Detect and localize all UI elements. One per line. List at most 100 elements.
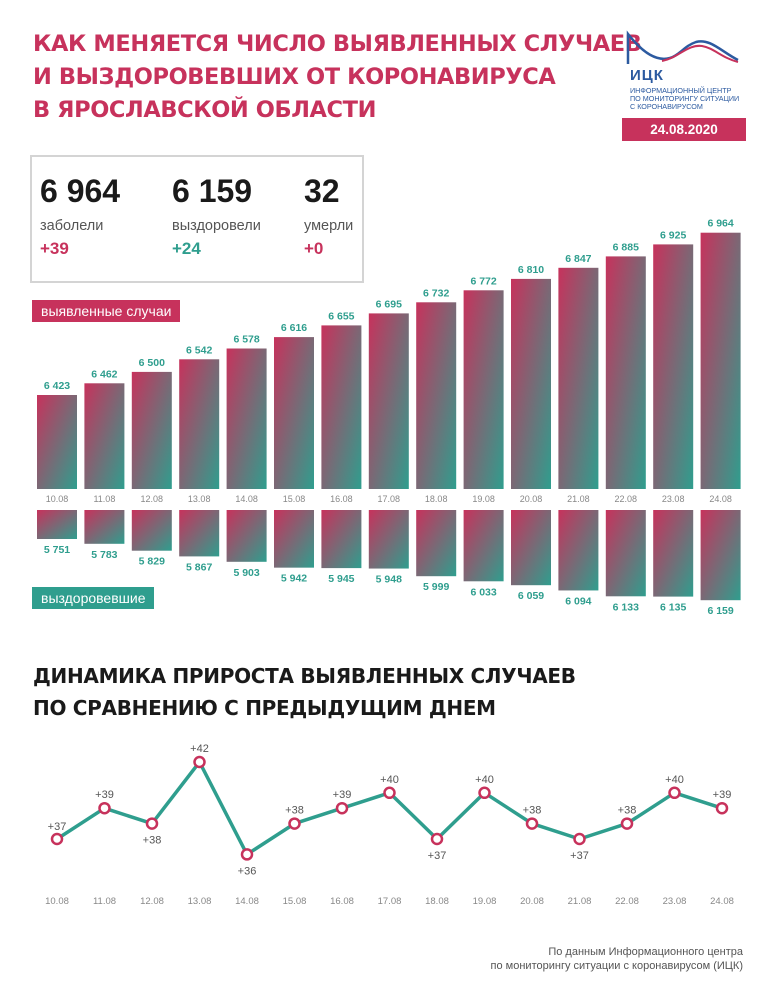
source-line-1: По данным Информационного центра (548, 946, 743, 958)
increase-label: +38 (143, 835, 162, 847)
increase-label: +37 (48, 821, 67, 833)
increase-point (383, 786, 396, 800)
recovered-bar-label: 5 999 (423, 581, 449, 593)
increase-label: +42 (190, 743, 209, 755)
increase-point (715, 801, 729, 815)
recovered-bar-label: 5 867 (186, 561, 212, 573)
increase-label: +40 (665, 774, 684, 786)
stat-deaths-value: 32 (304, 173, 340, 209)
logo-subtitle: ИНФОРМАЦИОННЫЙ ЦЕНТР ПО МОНИТОРИНГУ СИТУ… (630, 86, 740, 112)
stat-deaths-change: +0 (304, 239, 324, 258)
cases-bar-label: 6 423 (44, 380, 70, 392)
logo-subtitle-line-3: С КОРОНАВИРУСОМ (630, 102, 703, 112)
logo-subtitle-line-2: ПО МОНИТОРИНГУ СИТУАЦИИ (630, 94, 740, 104)
cases-bar (700, 232, 741, 489)
recovered-bar (653, 510, 694, 597)
recovered-bar (274, 510, 314, 568)
recovered-bar-label: 5 783 (91, 549, 117, 561)
cases-bar-label: 6 925 (660, 229, 686, 241)
increase-point (288, 817, 301, 830)
bar-date-label: 22.08 (615, 494, 638, 504)
cases-bar-label: 6 772 (470, 275, 496, 287)
cases-bar (321, 325, 362, 489)
cases-bar-label: 6 885 (613, 241, 639, 253)
increase-point (240, 848, 254, 861)
bar-date-label: 11.08 (93, 494, 115, 504)
recovered-bar (368, 510, 409, 569)
line-date-label: 24.08 (710, 896, 734, 907)
increase-label: +36 (238, 865, 257, 877)
stat-recovered-change: +24 (172, 239, 201, 258)
line-date-label: 10.08 (45, 896, 69, 907)
section-title-line-1: ДИНАМИКА ПРИРОСТА ВЫЯВЛЕННЫХ СЛУЧАЕВ (33, 664, 576, 688)
cases-bar (653, 244, 694, 489)
recovered-bar (463, 510, 504, 582)
recovered-bar-label: 5 903 (233, 567, 259, 579)
bar-date-label: 17.08 (378, 494, 401, 504)
bar-date-label: 18.08 (425, 494, 448, 504)
increase-point (98, 801, 111, 815)
line-date-label: 23.08 (663, 896, 687, 907)
increase-point (430, 832, 444, 846)
logo-subtitle-line-1: ИНФОРМАЦИОННЫЙ ЦЕНТР (630, 86, 732, 95)
bar-date-label: 13.08 (188, 494, 211, 504)
recovered-bar-label: 5 751 (44, 544, 70, 556)
recovered-bar-label: 6 133 (613, 601, 639, 613)
cases-bar (463, 290, 504, 489)
cases-bar-label: 6 578 (233, 334, 259, 346)
increase-point (573, 832, 586, 846)
increase-point (193, 755, 206, 769)
increase-label: +38 (618, 805, 637, 817)
cases-bar (37, 395, 77, 489)
bar-date-label: 21.08 (567, 494, 590, 504)
recovered-bar (558, 510, 599, 591)
increase-point (668, 786, 681, 800)
stat-cases: 6 964 заболели +39 (40, 173, 120, 259)
cases-bar (179, 359, 220, 489)
cases-bar-label: 6 810 (518, 264, 544, 276)
increase-label: +37 (428, 850, 447, 862)
recovered-bar-label: 6 059 (518, 590, 544, 602)
line-date-label: 12.08 (140, 896, 164, 907)
stat-cases-label: заболели (40, 218, 104, 234)
recovered-bar (131, 510, 172, 551)
source-note: По данным Информационного центра по мони… (491, 945, 743, 973)
line-date-label: 21.08 (568, 896, 592, 907)
date-badge: 24.08.2020 (622, 118, 746, 141)
cases-bar (274, 337, 314, 489)
cases-bar-label: 6 695 (376, 298, 402, 310)
recovered-bar (416, 510, 457, 577)
bar-date-label: 14.08 (235, 494, 258, 504)
cases-bar-label: 6 616 (281, 322, 307, 334)
recovered-bar-label: 6 094 (565, 595, 591, 607)
cases-bar (131, 371, 172, 489)
cases-bar-label: 6 847 (565, 253, 591, 265)
increase-label: +37 (570, 850, 589, 862)
increase-point (525, 817, 539, 830)
stat-deaths: 32 умерли +0 (304, 173, 353, 259)
increase-point (335, 801, 349, 815)
bar-date-label: 15.08 (283, 494, 306, 504)
line-date-label: 20.08 (520, 896, 544, 907)
line-date-label: 14.08 (235, 896, 259, 907)
line-date-label: 15.08 (283, 896, 307, 907)
page-title: КАК МЕНЯЕТСЯ ЧИСЛО ВЫЯВЛЕННЫХ СЛУЧАЕВ И … (33, 28, 642, 127)
stats-summary: 6 964 заболели +39 6 159 выздоровели +24… (30, 155, 364, 283)
recovered-bar (226, 510, 267, 562)
stat-cases-value: 6 964 (40, 173, 121, 209)
stat-cases-change: +39 (40, 239, 69, 258)
section-title: ДИНАМИКА ПРИРОСТА ВЫЯВЛЕННЫХ СЛУЧАЕВ ПО … (33, 660, 576, 724)
cases-bar (416, 302, 457, 489)
line-date-label: 13.08 (188, 896, 212, 907)
line-date-label: 18.08 (425, 896, 449, 907)
source-line-2: по мониторингу ситуации с коронавирусом … (490, 960, 743, 972)
recovered-bar-label: 6 033 (470, 586, 496, 598)
cases-bar (605, 256, 646, 489)
title-line-3: В ЯРОСЛАВСКОЙ ОБЛАСТИ (33, 97, 377, 123)
increase-label: +38 (285, 805, 304, 817)
increase-point (145, 817, 159, 830)
cases-bar-label: 6 655 (328, 310, 354, 322)
logo-mark-icon (626, 30, 739, 64)
title-line-1: КАК МЕНЯЕТСЯ ЧИСЛО ВЫЯВЛЕННЫХ СЛУЧАЕВ (33, 31, 642, 57)
line-date-label: 19.08 (473, 896, 497, 907)
